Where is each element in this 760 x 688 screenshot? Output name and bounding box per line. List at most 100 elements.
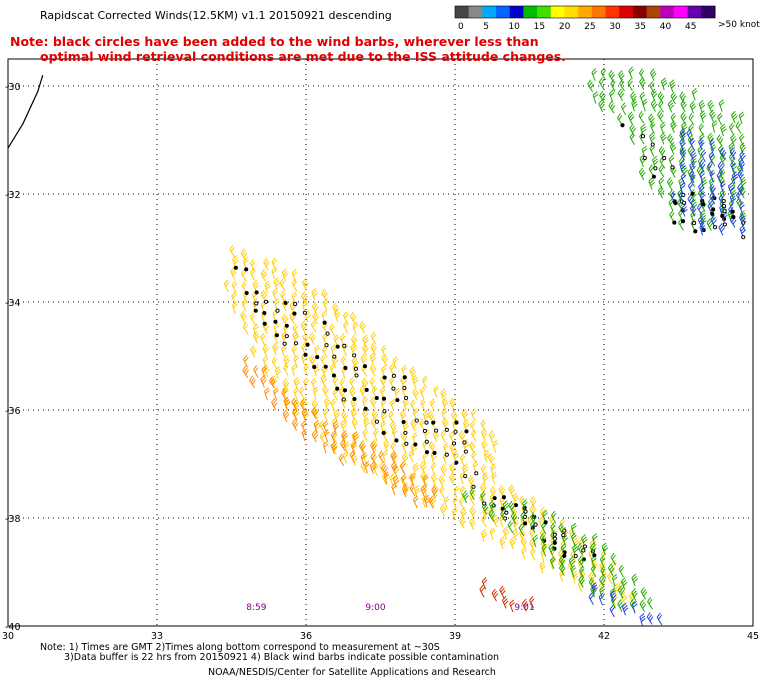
wind-barb	[599, 575, 606, 588]
wind-barb	[264, 280, 271, 294]
wind-barb	[419, 461, 427, 474]
wind-barb	[409, 473, 416, 486]
wind-barb	[260, 332, 266, 346]
wind-barb	[570, 522, 577, 536]
flag-circle	[374, 395, 379, 401]
wind-barb	[428, 440, 436, 454]
wind-barb	[382, 450, 388, 463]
wind-barb	[459, 453, 466, 467]
wind-barb	[439, 503, 447, 517]
wind-barb	[698, 99, 706, 113]
wind-barb	[521, 598, 529, 612]
flag-circle	[414, 418, 419, 423]
colorbar-tick: 15	[534, 22, 545, 32]
wind-barb	[718, 99, 725, 112]
wind-barb	[727, 182, 735, 195]
wind-barb	[620, 102, 627, 116]
flag-circle	[254, 301, 259, 306]
wind-barb	[273, 277, 281, 290]
wind-barb	[410, 418, 418, 432]
wind-barb	[616, 113, 623, 126]
flag-circle	[282, 341, 287, 346]
wind-barb	[381, 353, 389, 367]
wind-barb	[717, 161, 725, 174]
wind-barb	[429, 398, 436, 412]
wind-barb	[568, 556, 576, 569]
wind-barb	[360, 452, 367, 466]
wind-barb	[670, 112, 677, 126]
flag-circle	[363, 406, 368, 411]
wind-barb	[310, 377, 317, 391]
wind-barb	[412, 495, 419, 509]
flag-circle	[444, 427, 449, 432]
flag-circle	[413, 442, 418, 447]
wind-barb	[282, 378, 290, 391]
flag-circle	[332, 354, 337, 359]
wind-barb	[539, 533, 547, 546]
wind-barb	[491, 472, 498, 485]
wind-barb	[433, 385, 440, 398]
flag-circle	[352, 353, 357, 358]
wind-barb	[631, 98, 638, 112]
flag-circle	[642, 155, 647, 161]
flag-circle	[523, 521, 528, 526]
wind-barb	[482, 506, 489, 520]
time-label: 8:59	[246, 603, 266, 613]
flag-circle	[673, 201, 678, 206]
wind-barb	[488, 509, 496, 522]
wind-barb	[706, 218, 714, 231]
flag-circle	[710, 211, 715, 216]
flag-circle	[463, 449, 468, 454]
wind-barb	[739, 213, 746, 226]
wind-barb	[737, 169, 745, 183]
wind-barb	[529, 596, 535, 609]
flag-circle	[284, 323, 289, 328]
wind-barb	[273, 387, 279, 401]
wind-barb	[262, 355, 269, 369]
wind-barb	[332, 302, 339, 316]
wind-barb	[588, 592, 594, 605]
wind-barb	[619, 78, 625, 92]
wind-barb	[359, 320, 367, 334]
footer-note-2: 3)Data buffer is 22 hrs from 20150921 4)…	[64, 652, 500, 663]
wind-barb	[492, 440, 498, 453]
colorbar-swatch	[496, 6, 511, 18]
flag-circle	[523, 509, 528, 514]
wind-barb	[252, 323, 259, 337]
wind-barb	[648, 113, 655, 127]
wind-barb	[530, 512, 537, 525]
flag-circle	[543, 520, 548, 525]
flag-circle	[492, 496, 497, 501]
flag-circle	[681, 192, 686, 197]
wind-barb	[688, 170, 696, 184]
wind-barb	[370, 452, 376, 465]
wind-barb	[480, 419, 487, 432]
flag-circle	[523, 514, 528, 519]
wind-barb	[242, 322, 249, 335]
wind-barb	[282, 409, 290, 423]
wind-barb	[323, 429, 330, 442]
wind-barb	[338, 453, 345, 467]
wind-barb	[699, 110, 707, 123]
wind-barb	[488, 453, 495, 466]
wind-barb	[679, 147, 687, 161]
wind-barb	[688, 112, 695, 126]
wind-barb	[670, 120, 677, 133]
wind-barb	[499, 514, 506, 528]
wind-barb	[231, 280, 238, 294]
wind-barb	[669, 142, 677, 155]
wind-barb	[250, 345, 257, 358]
wind-barb	[301, 291, 308, 305]
wind-barb	[739, 142, 747, 156]
wind-barb	[283, 396, 291, 410]
wind-barb	[332, 420, 340, 434]
wind-barb	[292, 323, 299, 337]
flag-circle	[474, 471, 479, 476]
wind-barb	[640, 587, 648, 600]
wind-barb	[392, 475, 400, 488]
flag-circle	[720, 213, 725, 219]
x-tick-label: 36	[300, 631, 312, 642]
wind-barb	[529, 496, 537, 509]
wind-barb	[698, 182, 705, 196]
wind-barb	[699, 210, 706, 223]
